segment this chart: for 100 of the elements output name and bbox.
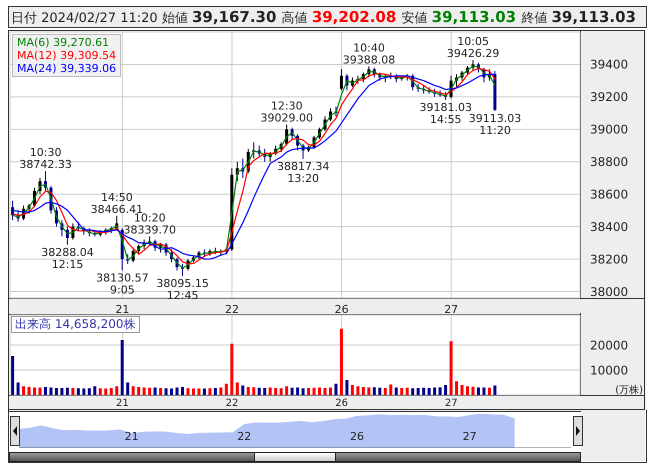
bar — [66, 388, 69, 395]
y-tick-label: 38800 — [590, 155, 628, 170]
bar — [137, 387, 140, 395]
bar — [236, 382, 239, 395]
bar — [82, 388, 86, 395]
annotation: 10:05 39426.29 — [446, 35, 500, 60]
y-axis-title: (万株) — [615, 384, 644, 396]
bar — [44, 387, 47, 395]
bar — [181, 387, 184, 395]
bar — [302, 388, 305, 395]
bar — [120, 340, 124, 395]
bar — [219, 388, 222, 395]
bar — [88, 388, 91, 395]
bar — [60, 388, 64, 395]
bar — [493, 386, 496, 395]
annotation: 12:30 39029.00 — [260, 100, 314, 125]
bar — [312, 388, 316, 395]
annotation: 10:40 39388.08 — [342, 41, 396, 66]
bar — [433, 388, 436, 395]
bar — [246, 387, 250, 395]
annotation: 38130.57 9:05 — [96, 271, 149, 296]
bar — [350, 385, 354, 395]
x-tick-label: 26 — [334, 302, 349, 316]
bar — [444, 385, 448, 395]
bar — [372, 387, 376, 395]
bar — [202, 388, 206, 395]
bar — [142, 388, 146, 395]
bar — [285, 386, 288, 395]
bar — [170, 388, 174, 395]
bar — [280, 388, 283, 395]
x-tick-label: 21 — [124, 430, 139, 443]
x-tick-label: 21 — [115, 302, 130, 316]
x-tick-label: 22 — [237, 430, 252, 443]
y-tick-label: 39200 — [590, 90, 628, 104]
bar — [154, 388, 157, 395]
x-tick-label: 22 — [224, 302, 239, 316]
bar — [400, 388, 404, 395]
bar — [389, 384, 392, 395]
y-tick-label: 10000 — [590, 363, 628, 378]
bar — [164, 388, 168, 395]
y-tick-label: 38400 — [590, 220, 628, 234]
bar — [126, 382, 130, 395]
bar — [76, 388, 80, 395]
bar — [482, 388, 486, 395]
bar — [384, 388, 387, 395]
bar — [356, 386, 360, 395]
bar — [455, 381, 458, 395]
text: MA(12) 39,309.54 — [17, 49, 116, 62]
bar — [16, 382, 20, 395]
x-tick-label: 27 — [444, 398, 458, 410]
bar — [471, 386, 474, 395]
bar — [186, 388, 190, 395]
bar — [296, 388, 300, 395]
bar — [54, 388, 58, 395]
bar — [422, 388, 426, 395]
bar — [28, 387, 31, 395]
bar — [334, 384, 338, 395]
bar — [38, 388, 42, 395]
candlestick — [340, 68, 343, 91]
bar — [11, 356, 14, 395]
bar — [148, 388, 152, 395]
y-tick-label: 20000 — [590, 338, 628, 352]
bar — [252, 387, 256, 395]
bar — [93, 386, 96, 395]
bar — [208, 388, 212, 395]
bar — [33, 388, 36, 395]
x-tick-label: 22 — [226, 398, 238, 410]
text: MA(6) 39,270.61 — [17, 36, 110, 49]
x-tick-label: 27 — [462, 430, 477, 443]
bar — [340, 328, 343, 395]
text: MA(24) 39,339.06 — [17, 62, 116, 75]
bar — [438, 387, 442, 395]
bar — [98, 388, 102, 395]
x-tick-label: 26 — [350, 430, 364, 443]
bar — [104, 388, 108, 395]
x-tick-label: 21 — [116, 398, 129, 410]
x-tick-label: 27 — [444, 302, 458, 316]
chart-title: 日付 2024/02/27 11:20 始値 39,167.30 高値 39,202.08 安値 39,113.03 終値 39,113.03 — [11, 8, 636, 26]
bar — [290, 388, 294, 395]
bar — [71, 388, 74, 395]
bar — [214, 388, 217, 395]
bar — [406, 388, 409, 395]
annotation: 10:30 38742.33 — [19, 146, 72, 172]
bar — [378, 388, 382, 395]
bar — [176, 388, 179, 395]
bar — [307, 388, 310, 395]
y-tick-label: 38600 — [590, 187, 628, 202]
y-tick-label: 39400 — [590, 58, 628, 72]
chart-title: 出来高 14,658,200株 — [11, 316, 140, 333]
bar — [159, 388, 162, 395]
bar — [416, 388, 420, 395]
bar — [258, 388, 261, 395]
bar — [241, 386, 244, 395]
annotation: 39113.03 11:20 — [468, 112, 522, 137]
bar — [318, 388, 322, 395]
bar — [192, 388, 195, 395]
bar — [230, 344, 234, 395]
bar — [115, 386, 118, 395]
bar — [22, 386, 26, 395]
bar — [324, 388, 326, 395]
